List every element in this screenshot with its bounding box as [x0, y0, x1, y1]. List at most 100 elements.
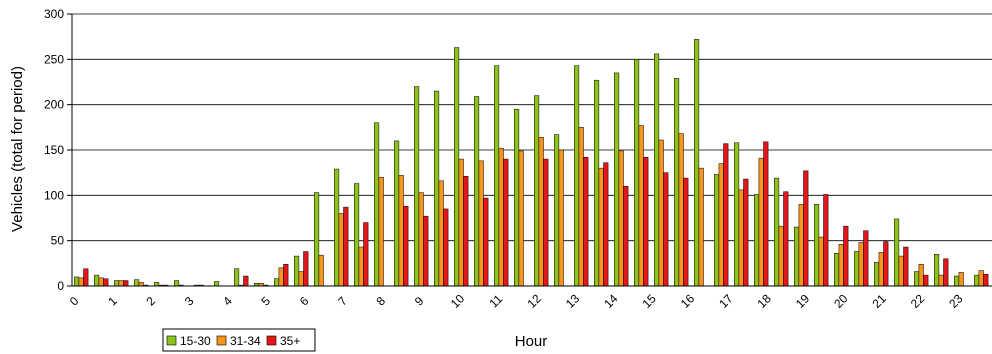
- x-tick-label: 12: [524, 291, 544, 311]
- bar-35+-33: [743, 178, 749, 287]
- bar-15-30-43: [934, 254, 940, 287]
- y-tick-label: 300: [44, 7, 64, 21]
- bar-35+-26: [603, 162, 609, 287]
- legend-label: 35+: [280, 334, 300, 348]
- legend: 15-30 31-34 35+: [162, 328, 316, 352]
- bar-35+-25: [583, 157, 589, 287]
- bar-15-30-5: [174, 280, 180, 287]
- bar-31-34-37: [818, 236, 824, 287]
- bar-15-30-45: [974, 274, 980, 287]
- bar-35+-38: [843, 225, 849, 287]
- bar-31-34-31: [698, 167, 704, 287]
- bar-31-34-44: [958, 272, 964, 287]
- bar-15-30-0: [74, 276, 80, 287]
- x-tick-label: 6: [297, 294, 312, 309]
- bar-15-30-33: [734, 142, 740, 287]
- bar-15-30-1: [94, 274, 100, 287]
- bar-35+-27: [623, 186, 629, 287]
- bar-15-30-13: [334, 168, 340, 287]
- legend-frame: [162, 328, 316, 352]
- bar-31-34-38: [838, 244, 844, 287]
- bar-35+-16: [403, 205, 409, 287]
- bar-31-34-12: [318, 254, 324, 287]
- bar-15-30-3: [134, 279, 140, 287]
- x-tick-label: 11: [486, 292, 505, 311]
- bars: [74, 39, 989, 287]
- bar-15-30-44: [954, 275, 960, 287]
- bar-31-34-33: [738, 189, 744, 287]
- bar-15-30-23: [534, 95, 540, 287]
- x-tick-label: 22: [908, 291, 928, 311]
- bar-15-30-32: [714, 174, 720, 287]
- bar-15-30-39: [854, 251, 860, 287]
- y-tick-label: 50: [51, 234, 65, 248]
- bar-31-34-14: [358, 246, 364, 287]
- bar-31-34-28: [638, 125, 644, 287]
- bar-15-30-22: [514, 108, 520, 287]
- x-tick-label: 16: [678, 291, 698, 311]
- bar-15-30-18: [434, 90, 440, 287]
- bar-31-34-17: [418, 192, 424, 287]
- bar-31-34-32: [718, 163, 724, 287]
- bar-35+-14: [363, 222, 369, 287]
- bar-35+-2: [123, 280, 129, 287]
- x-tick-labels: 0 1 2 3 4 5 6 7 8 9 10 11 12 13 14 15 16 17 18 19 20 21 22 23: [67, 291, 966, 311]
- bar-35+-1: [103, 278, 109, 287]
- bar-15-30-29: [654, 53, 660, 287]
- bar-35+-19: [463, 176, 469, 287]
- bar-15-30-37: [814, 204, 820, 287]
- bar-15-30-27: [614, 72, 620, 287]
- bar-15-30-11: [294, 255, 300, 287]
- bar-35+-20: [483, 197, 489, 287]
- bar-15-30-31: [694, 39, 700, 287]
- x-tick-label: 15: [639, 291, 659, 311]
- x-tick-label: 2: [144, 294, 159, 309]
- bar-35+-32: [723, 143, 729, 287]
- bar-31-34-15: [378, 176, 384, 287]
- bar-31-34-30: [678, 133, 684, 287]
- gridlines: [72, 13, 992, 242]
- legend-label: 31-34: [230, 334, 261, 348]
- bar-35+-11: [303, 251, 309, 287]
- x-tick-label: 10: [448, 291, 468, 311]
- bar-15-30-34: [754, 194, 760, 287]
- bar-31-34-29: [658, 139, 664, 287]
- bar-31-34-18: [438, 180, 444, 287]
- x-tick-label: 5: [259, 294, 274, 309]
- bar-35+-45: [983, 273, 989, 287]
- bar-31-34-27: [618, 150, 624, 287]
- bar-31-34-24: [558, 149, 564, 287]
- legend-label: 15-30: [180, 334, 211, 348]
- x-tick-label: 21: [869, 291, 889, 311]
- x-tick-label: 9: [412, 294, 427, 309]
- bar-31-34-19: [458, 158, 464, 287]
- y-tick-label: 200: [44, 98, 64, 112]
- bar-31-34-42: [918, 263, 924, 287]
- bar-35+-37: [823, 194, 829, 287]
- bar-35+-29: [663, 172, 669, 287]
- x-tick-label: 7: [335, 294, 350, 309]
- bar-15-30-36: [794, 226, 800, 287]
- bar-31-34-3: [138, 282, 144, 287]
- bar-35+-0: [83, 268, 89, 287]
- bar-35+-23: [543, 158, 549, 287]
- bar-15-30-17: [414, 86, 420, 287]
- bar-31-34-16: [398, 175, 404, 287]
- bar-15-30-2: [114, 280, 120, 287]
- bar-31-34-20: [478, 160, 484, 287]
- bar-35+-30: [683, 177, 689, 287]
- bar-15-30-15: [374, 122, 380, 287]
- x-tick-label: 1: [105, 294, 120, 309]
- bar-15-30-20: [474, 96, 480, 287]
- bar-35+-39: [863, 230, 869, 287]
- bar-15-30-28: [634, 59, 640, 287]
- bar-31-34-41: [898, 255, 904, 287]
- bar-35+-41: [903, 246, 909, 287]
- y-tick-label: 250: [44, 52, 64, 66]
- bar-35+-28: [643, 157, 649, 287]
- bar-31-34-22: [518, 150, 524, 287]
- x-tick-label: 23: [946, 291, 966, 311]
- legend-swatch: [266, 335, 277, 346]
- bar-35+-8: [243, 275, 249, 287]
